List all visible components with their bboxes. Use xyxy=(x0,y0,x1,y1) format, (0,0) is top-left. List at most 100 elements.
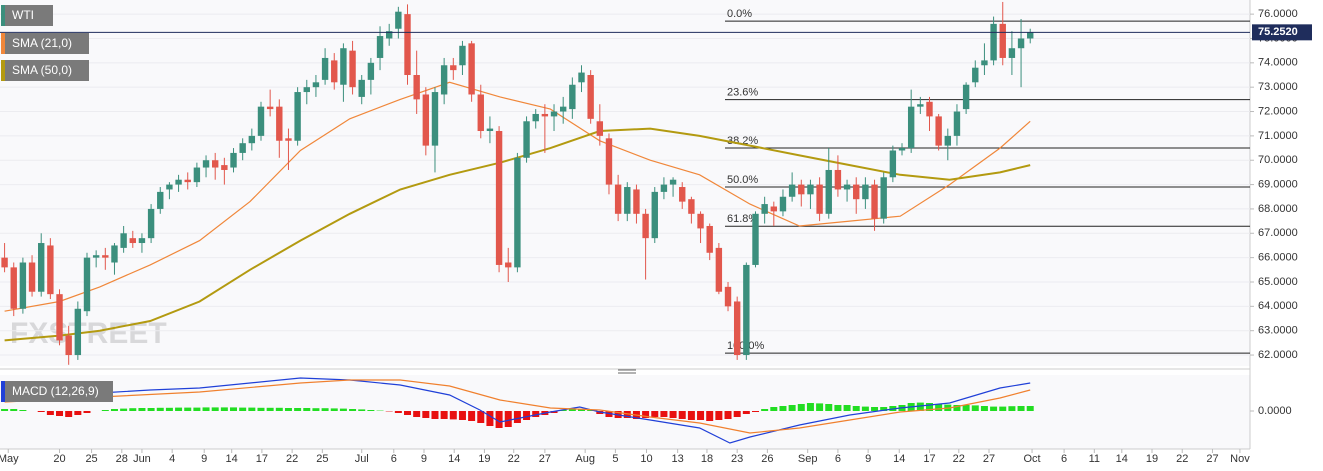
candle-body xyxy=(413,75,420,100)
x-tick-label: Jul xyxy=(355,453,369,465)
candle-body xyxy=(202,160,210,168)
candle-body xyxy=(422,94,430,146)
x-tick-label: 17 xyxy=(256,453,268,465)
macd-histogram-bar xyxy=(230,407,238,411)
y-tick-label: 68.0000 xyxy=(1258,203,1298,215)
x-tick-label: 14 xyxy=(893,453,905,465)
macd-histogram-bar xyxy=(742,411,750,414)
x-tick-label: Oct xyxy=(1023,453,1040,465)
candle-body xyxy=(74,308,82,356)
macd-histogram-bar xyxy=(284,408,292,411)
x-tick-label: 10 xyxy=(640,453,652,465)
x-tick-label: 14 xyxy=(226,453,238,465)
candle-body xyxy=(697,213,704,229)
candle-body xyxy=(102,255,109,258)
candle-body xyxy=(65,335,72,356)
macd-histogram-bar xyxy=(294,408,302,411)
x-tick-label: Sep xyxy=(798,453,818,465)
x-tick-label: 14 xyxy=(448,453,460,465)
macd-histogram-bar xyxy=(303,408,311,411)
candle-body xyxy=(92,255,100,258)
macd-histogram-bar xyxy=(165,407,173,411)
macd-histogram-bar xyxy=(413,411,421,417)
legend-box xyxy=(1,60,89,81)
candle-body xyxy=(294,92,301,141)
macd-histogram-bar xyxy=(962,405,970,411)
x-tick-label: 27 xyxy=(983,453,995,465)
fib-label: 61.8% xyxy=(727,213,758,225)
candle-body xyxy=(257,106,265,136)
macd-histogram-bar xyxy=(440,411,448,419)
macd-histogram-bar xyxy=(559,410,567,411)
x-tick-label: 5 xyxy=(612,453,618,465)
candle-body xyxy=(514,157,521,268)
candle-body xyxy=(285,138,292,141)
candle-body xyxy=(212,160,219,168)
macd-histogram-bar xyxy=(46,411,54,415)
candle-body xyxy=(376,36,384,58)
macd-histogram-bar xyxy=(871,407,879,411)
candle-body xyxy=(953,111,961,136)
macd-histogram-bar xyxy=(37,411,45,412)
candle-body xyxy=(935,116,942,146)
candle-body xyxy=(56,294,63,341)
x-tick-label: Aug xyxy=(575,453,595,465)
y-tick-label: 74.0000 xyxy=(1258,57,1298,69)
macd-histogram-bar xyxy=(321,408,329,411)
macd-histogram-bar xyxy=(523,411,531,420)
candle-body xyxy=(1027,32,1034,39)
candle-body xyxy=(679,187,686,202)
legend: WTI SMA (21,0) SMA (50,0) MACD (12,26,9) xyxy=(1,5,113,402)
x-tick-label: 9 xyxy=(201,453,207,465)
macd-histogram-bar xyxy=(843,405,851,411)
macd-histogram-bar xyxy=(449,411,457,420)
candle-body xyxy=(578,72,585,83)
legend-box xyxy=(1,5,53,26)
macd-histogram-bar xyxy=(916,402,924,411)
macd-histogram-bar xyxy=(925,403,933,411)
macd-histogram-bar xyxy=(651,411,659,417)
candle-body xyxy=(230,152,237,168)
candle-body xyxy=(19,262,27,309)
legend-swatch xyxy=(1,33,5,54)
macd-histogram-bar xyxy=(724,411,732,419)
candle-body xyxy=(1,257,8,268)
candle-body xyxy=(166,184,173,190)
macd-histogram-bar xyxy=(761,409,769,411)
macd-histogram-bar xyxy=(852,406,860,411)
axes: 62.0000 63.0000 64.0000 65.0000 66.0000 67.00… xyxy=(0,8,1312,465)
macd-histogram-bar xyxy=(990,406,998,411)
candle-body xyxy=(431,92,439,146)
macd-histogram-bar xyxy=(477,411,485,423)
macd-histogram-bar xyxy=(532,411,540,417)
candle-body xyxy=(853,184,860,200)
macd-histogram-bar xyxy=(1017,406,1025,411)
macd-histogram-bar xyxy=(806,403,814,411)
x-tick-label: 22 xyxy=(508,453,520,465)
candle-body xyxy=(898,148,906,151)
candle-body xyxy=(495,131,503,265)
macd-histogram-bar xyxy=(687,411,695,420)
macd-histogram-bar xyxy=(770,407,778,411)
macd-histogram-bar xyxy=(697,411,705,420)
candle-body xyxy=(175,179,182,185)
macd-histogram-bar xyxy=(751,411,759,412)
macd-histogram-bar xyxy=(239,407,247,411)
x-tick-label: 4 xyxy=(169,453,175,465)
x-tick-label: 22 xyxy=(1176,453,1188,465)
x-tick-label: 14 xyxy=(1116,453,1128,465)
macd-histogram-bar xyxy=(394,411,402,413)
candle-body xyxy=(239,143,246,153)
candle-body xyxy=(111,245,118,263)
candle-body xyxy=(587,75,594,119)
x-tick-label: 6 xyxy=(1061,453,1067,465)
x-tick-label: 25 xyxy=(316,453,328,465)
candle-body xyxy=(880,177,887,219)
candle-body xyxy=(550,111,558,117)
candle-body xyxy=(505,262,512,268)
candle-body xyxy=(83,257,91,312)
macd-histogram-bar xyxy=(816,403,824,411)
candle-body xyxy=(743,264,750,356)
candle-body xyxy=(440,65,448,95)
macd-histogram-bar xyxy=(431,411,439,419)
